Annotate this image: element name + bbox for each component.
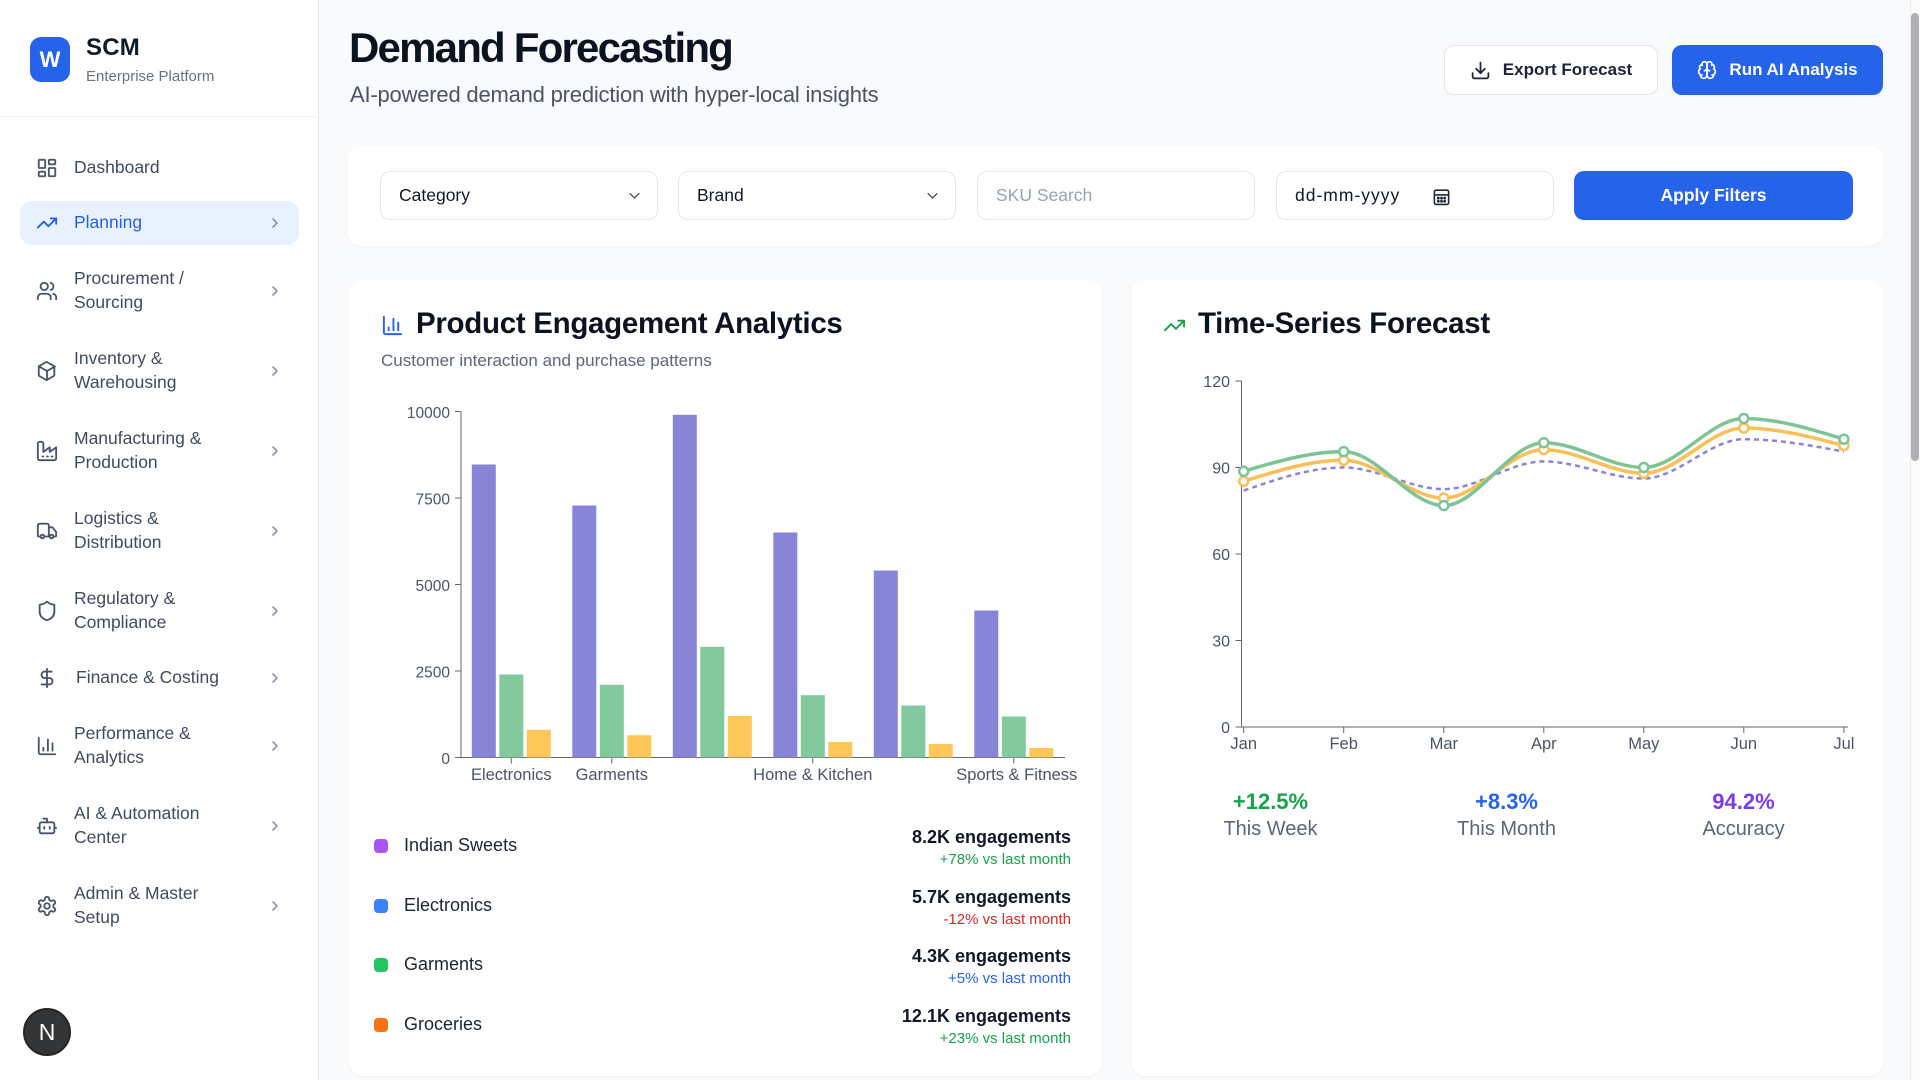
svg-text:Feb: Feb	[1329, 735, 1357, 753]
svg-text:Jun: Jun	[1730, 735, 1757, 753]
svg-text:30: 30	[1212, 634, 1230, 651]
svg-text:Home & Kitchen: Home & Kitchen	[753, 766, 872, 784]
svg-text:Electronics: Electronics	[471, 766, 552, 784]
svg-text:7500: 7500	[416, 492, 451, 509]
svg-text:0: 0	[1221, 720, 1230, 737]
svg-text:Mar: Mar	[1430, 735, 1459, 753]
svg-text:90: 90	[1212, 461, 1230, 478]
svg-text:Jul: Jul	[1833, 735, 1854, 753]
svg-text:10000: 10000	[407, 405, 450, 422]
svg-text:120: 120	[1203, 374, 1230, 391]
svg-text:Apr: Apr	[1531, 735, 1557, 753]
svg-text:May: May	[1628, 735, 1660, 753]
svg-text:Garments: Garments	[576, 766, 648, 784]
svg-text:Sports & Fitness: Sports & Fitness	[956, 766, 1077, 784]
svg-text:0: 0	[441, 751, 450, 768]
svg-text:60: 60	[1212, 547, 1230, 564]
svg-text:5000: 5000	[416, 578, 451, 595]
svg-text:Jan: Jan	[1230, 735, 1257, 753]
svg-text:2500: 2500	[416, 665, 451, 682]
